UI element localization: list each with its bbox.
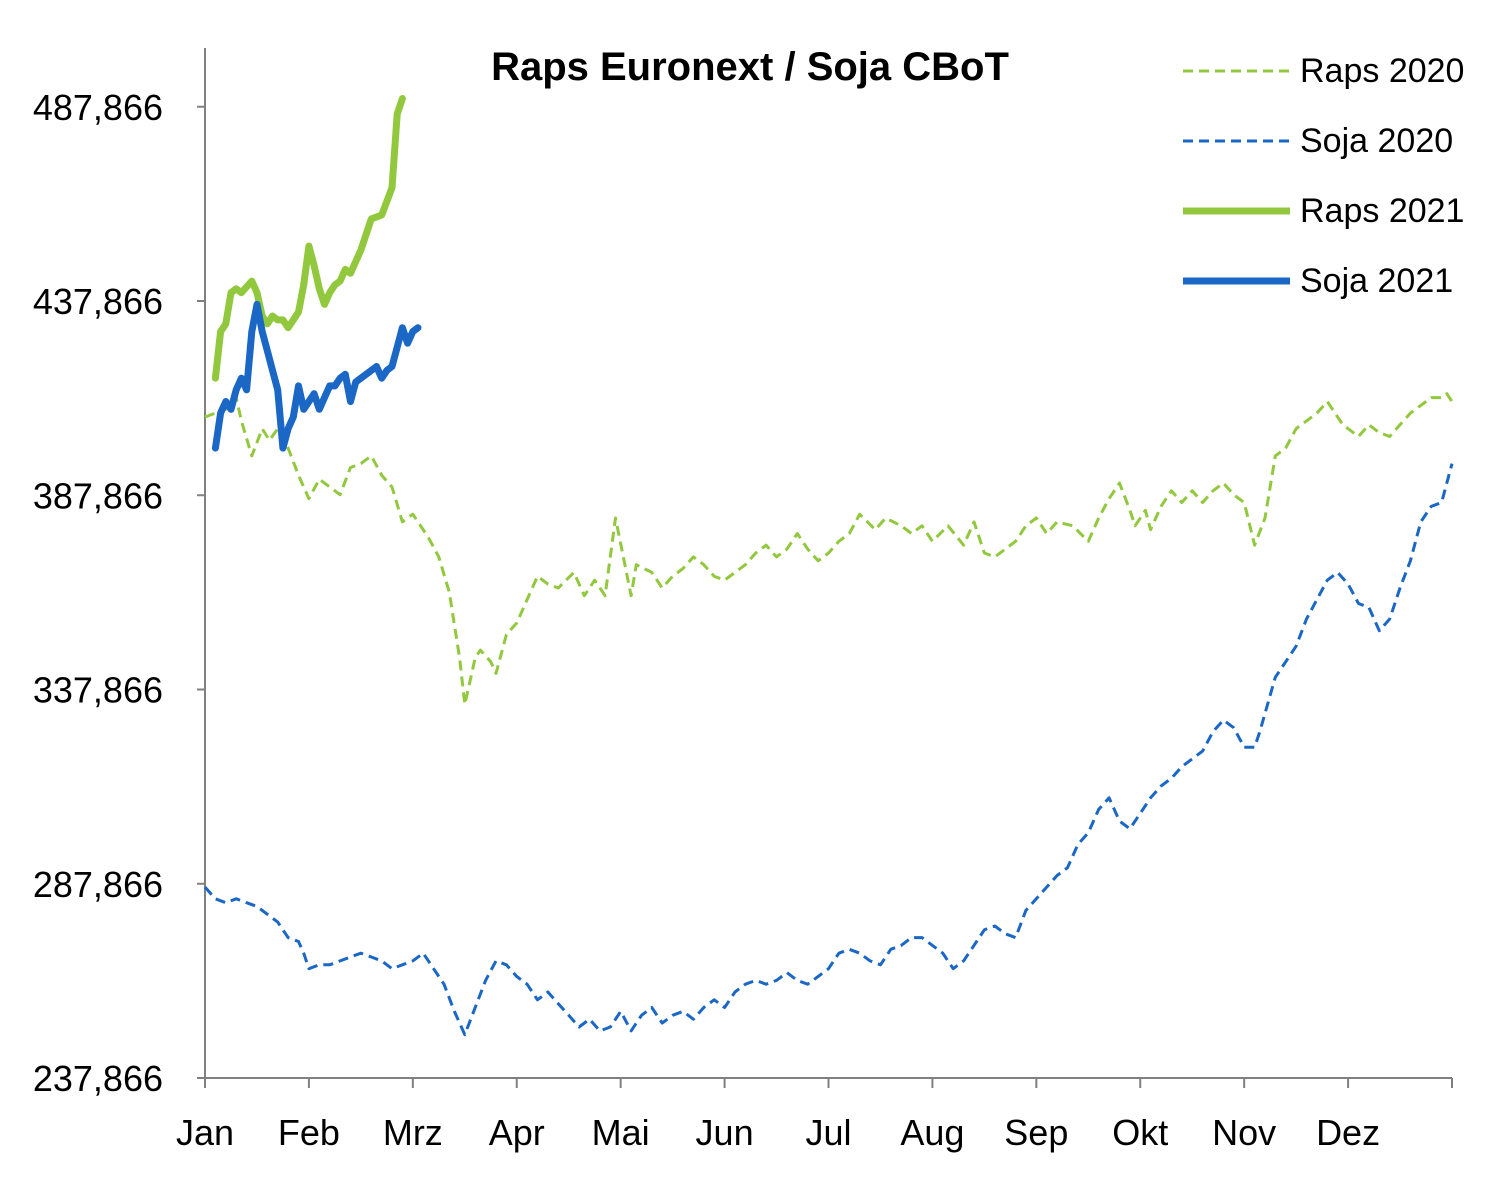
legend-label: Raps 2021 — [1300, 192, 1464, 230]
y-tick-label: 387,866 — [33, 475, 163, 516]
series-layer — [203, 95, 1454, 1037]
legend-label: Raps 2020 — [1300, 52, 1464, 90]
y-tick-label: 337,866 — [33, 670, 163, 711]
x-tick-label: Dez — [1316, 1112, 1380, 1153]
x-tick-label: Apr — [489, 1112, 545, 1153]
axes: 237,866 287,866 337,866 387,866 437,866 487,8… — [33, 48, 1453, 1153]
series-line-raps-2021 — [211, 95, 406, 382]
x-tick-label: Jun — [696, 1112, 754, 1153]
x-tick-label: Nov — [1212, 1112, 1276, 1153]
x-tick-label: Mrz — [383, 1112, 443, 1153]
y-tick-label: 487,866 — [33, 87, 163, 128]
x-tick-label: Jan — [176, 1112, 234, 1153]
x-tick-label: Aug — [900, 1112, 964, 1153]
x-tick-label: Mai — [592, 1112, 650, 1153]
series-line-soja-2020 — [203, 463, 1454, 1037]
x-tick-label: Okt — [1112, 1112, 1168, 1153]
y-tick-label: 287,866 — [33, 864, 163, 905]
y-tick-label: 437,866 — [33, 281, 163, 322]
legend-label: Soja 2021 — [1300, 262, 1453, 300]
x-tick-label: Feb — [278, 1112, 340, 1153]
series-line-raps-2020 — [204, 392, 1454, 706]
legend-label: Soja 2020 — [1300, 122, 1453, 160]
series-line-soja-2021 — [211, 300, 422, 452]
chart-title: Raps Euronext / Soja CBoT — [491, 45, 1009, 89]
x-tick-label: Sep — [1004, 1112, 1068, 1153]
y-tick-label: 237,866 — [33, 1058, 163, 1099]
legend: Raps 2020 Soja 2020 Raps 2021 Soja 2021 — [1183, 52, 1464, 300]
x-tick-label: Jul — [805, 1112, 851, 1153]
